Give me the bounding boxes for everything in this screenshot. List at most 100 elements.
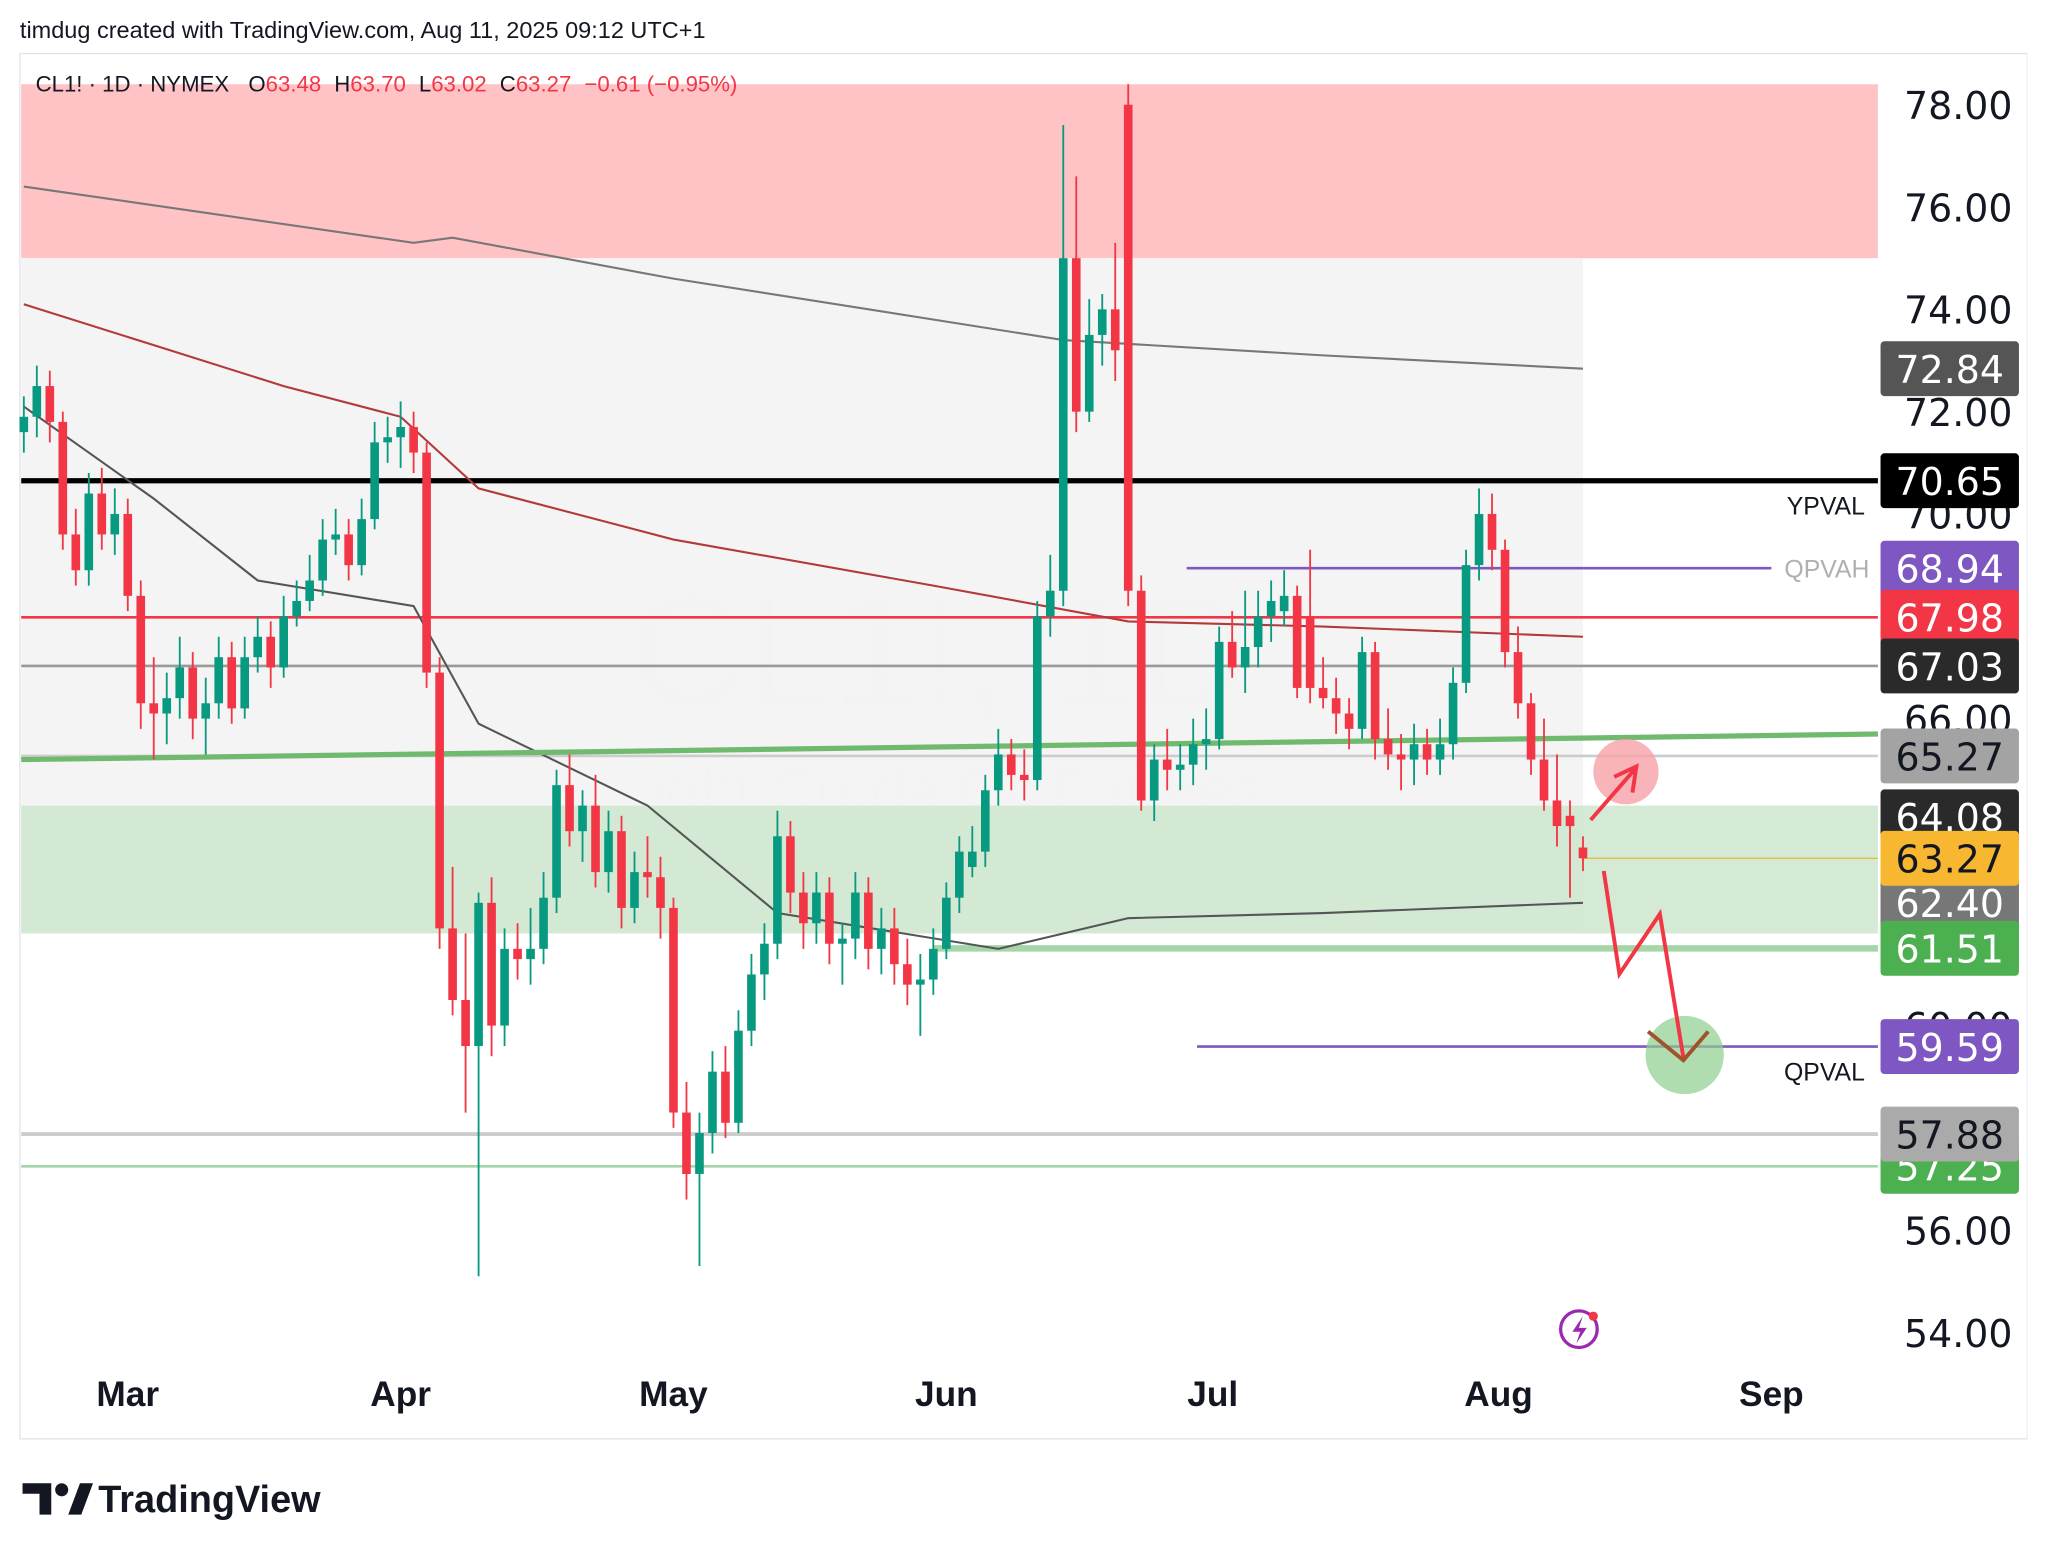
candle-body	[240, 657, 250, 709]
legend-value: 63.48	[266, 71, 322, 96]
moving-average	[23, 303, 1584, 638]
candle-body	[19, 416, 29, 433]
candle-body	[1162, 759, 1172, 770]
candle-body	[1578, 847, 1588, 859]
candle-body	[253, 636, 263, 658]
candle-body	[1149, 759, 1159, 801]
candle-body	[643, 872, 652, 878]
candle-body	[1565, 815, 1575, 827]
candle-body	[851, 892, 860, 939]
candle-body	[1305, 616, 1315, 688]
candle-body	[409, 427, 418, 453]
candle-body	[1487, 513, 1497, 550]
y-tick-label: 54.00	[1904, 1312, 2012, 1356]
arrow-head	[1646, 1029, 1710, 1063]
candle-body	[1084, 334, 1094, 412]
candle-body	[97, 493, 107, 535]
price-badge	[1880, 589, 2019, 645]
candle-body	[1279, 595, 1289, 612]
candle-body	[1474, 513, 1484, 566]
price-badge	[1880, 341, 2019, 397]
candle-body	[591, 805, 600, 873]
y-tick-label: 72.00	[1904, 391, 2012, 435]
header: timdug created with TradingView.com, Aug…	[20, 17, 706, 43]
candle-body	[1032, 616, 1042, 781]
candle-body	[84, 493, 94, 571]
candle-body	[487, 902, 496, 1026]
x-tick-label: May	[639, 1375, 708, 1414]
moving-average	[23, 405, 1584, 950]
candle-body	[357, 519, 366, 566]
candle-body	[292, 600, 301, 617]
candle-body	[1435, 744, 1445, 760]
candle-body	[513, 948, 522, 960]
candle-body	[1227, 641, 1237, 668]
candle-body	[1461, 565, 1471, 683]
candle-body	[1058, 258, 1068, 591]
price-badge	[1880, 728, 2019, 784]
candle-body	[110, 513, 120, 535]
price-badge-label: 59.59	[1896, 1026, 2004, 1070]
candle-body	[383, 437, 392, 443]
x-tick-label: Mar	[96, 1375, 159, 1414]
price-badge	[1880, 830, 2019, 886]
x-tick-label: Apr	[370, 1375, 431, 1414]
candle-body	[1253, 616, 1263, 647]
candle-body	[1071, 258, 1081, 412]
candle-body	[1214, 641, 1224, 740]
moving-average	[23, 185, 1584, 370]
x-tick-label: Jul	[1187, 1375, 1238, 1414]
legend: CL1! · 1D · NYMEX O63.48 H63.70 L63.02 C63.…	[36, 71, 738, 96]
candle-body	[552, 785, 561, 898]
level-tag: QPVAH	[1784, 556, 1869, 583]
price-badge-label: 61.51	[1896, 928, 2004, 972]
candle-body	[422, 452, 431, 673]
candle-body	[136, 595, 146, 704]
candle-body	[721, 1071, 730, 1123]
legend-key: H	[334, 71, 350, 96]
candle-body	[1448, 682, 1458, 745]
arrow-down	[1601, 870, 1686, 1058]
candle-body	[1526, 703, 1536, 760]
candle-body	[812, 892, 821, 924]
logo-text: TradingView	[98, 1479, 321, 1521]
price-badge	[1880, 1019, 2019, 1074]
lightning-icon	[1572, 1316, 1587, 1344]
candle-body	[32, 386, 42, 417]
candle-body	[747, 974, 756, 1031]
candle-body	[435, 672, 444, 929]
candle-body	[825, 892, 834, 944]
candle-body	[448, 928, 457, 1001]
candle-body	[266, 636, 276, 668]
candle-body	[1370, 652, 1380, 740]
y-tick-label: 78.00	[1904, 84, 2012, 128]
logo-icon	[55, 1483, 69, 1497]
candle-body	[838, 938, 847, 944]
candle-body	[656, 877, 665, 908]
y-tick-label: 56.00	[1904, 1210, 2012, 1254]
candle-body	[71, 534, 81, 571]
plot-area: CL1!, 1DLight Crude Oil FuturesYPVALQPVA…	[19, 54, 2027, 1438]
candle-body	[123, 513, 133, 596]
candle-body	[877, 928, 886, 949]
candle-body	[1045, 590, 1055, 617]
candle-body	[1331, 698, 1341, 714]
candle-body	[1513, 652, 1523, 704]
candle-body	[1175, 764, 1185, 770]
legend-key: C	[500, 71, 516, 96]
price-badge-label: 57.88	[1896, 1113, 2004, 1157]
candle-body	[604, 831, 613, 873]
price-badge-label: 67.03	[1896, 645, 2004, 689]
candle-body	[1136, 590, 1146, 801]
candle-body	[500, 948, 509, 1026]
candle-body	[331, 534, 340, 540]
candle-body	[1110, 309, 1120, 351]
candle-body	[695, 1133, 704, 1174]
price-badge-label: 63.27	[1896, 838, 2004, 882]
candle-body	[1318, 687, 1328, 699]
candle-body	[461, 1000, 470, 1047]
candle-body	[1422, 744, 1432, 760]
legend-value: 63.27	[516, 71, 572, 96]
logo: TradingView	[22, 1479, 321, 1521]
candle-body	[708, 1071, 717, 1134]
